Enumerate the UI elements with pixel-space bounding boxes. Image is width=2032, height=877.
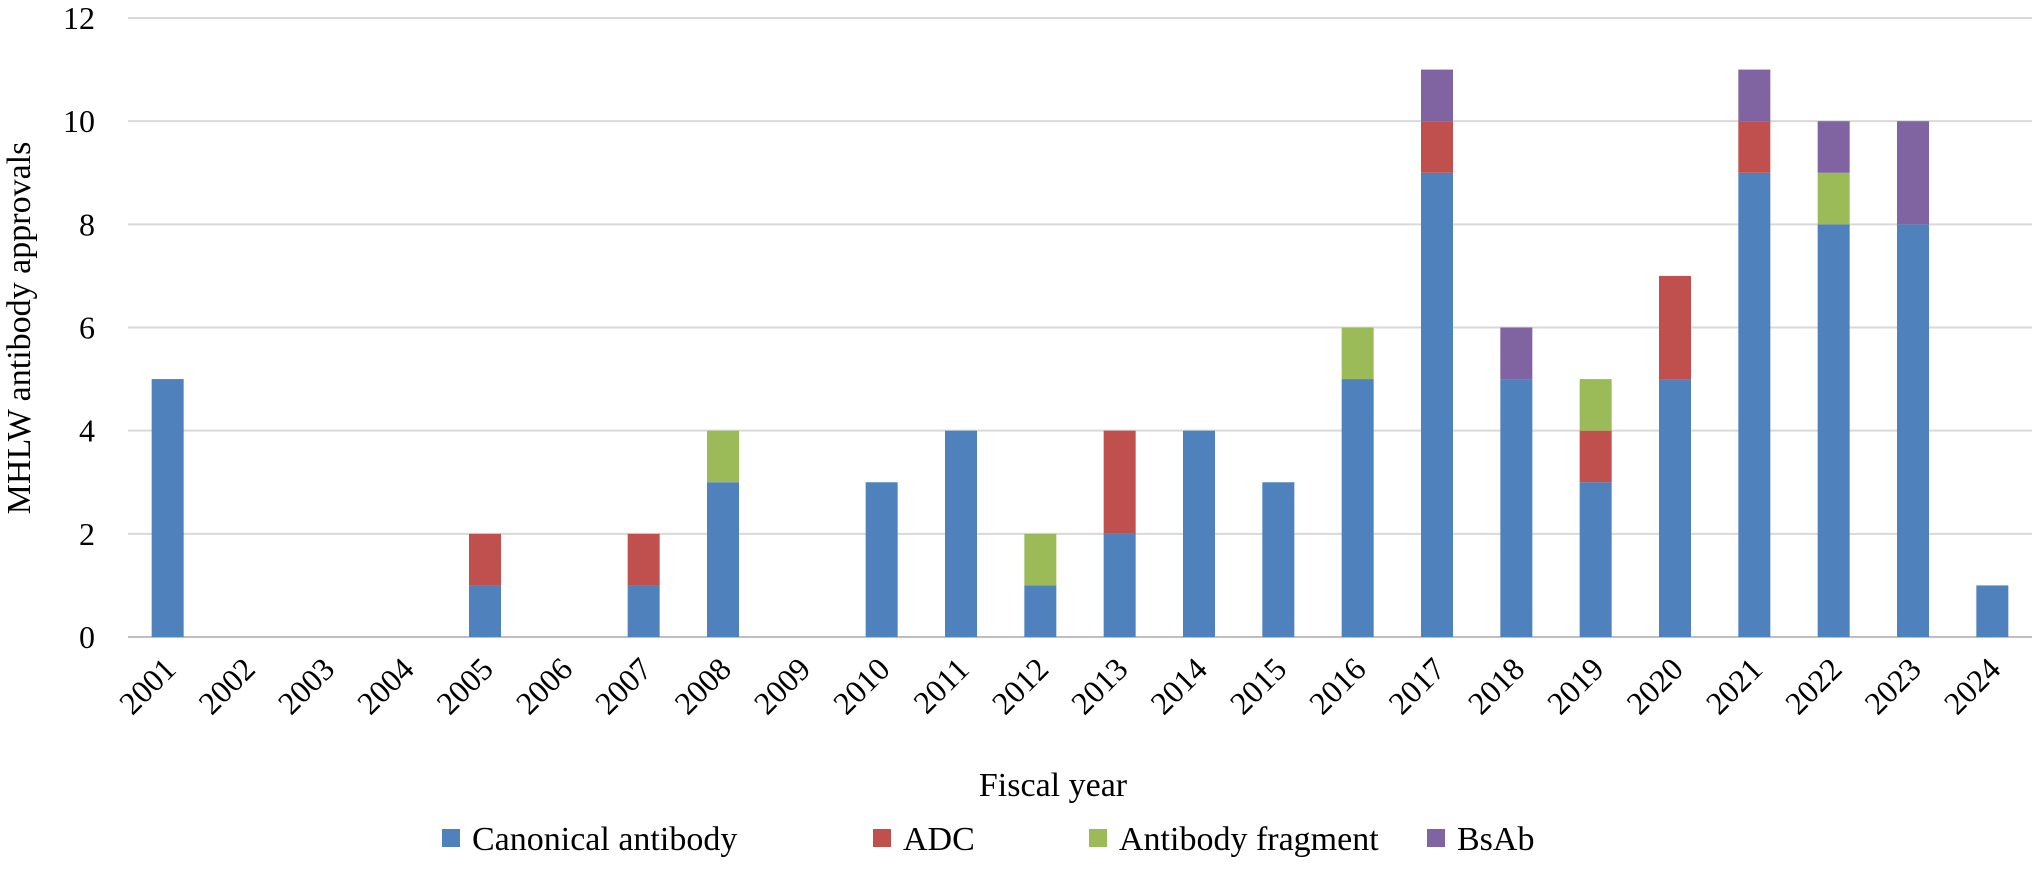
- x-tick-label: 2012: [985, 650, 1056, 721]
- gridlines: [128, 17, 2032, 638]
- bar-segment: [627, 585, 660, 637]
- legend-swatch: [1089, 829, 1107, 847]
- x-tick-label: 2024: [1937, 650, 2008, 721]
- legend-item: Antibody fragment: [1089, 821, 1379, 858]
- x-tick-label: 2002: [191, 650, 262, 721]
- bar-segment: [1659, 379, 1691, 637]
- bar-segment: [1024, 533, 1057, 586]
- bar-segment: [1024, 585, 1057, 637]
- x-tick-label: 2019: [1540, 650, 1611, 721]
- y-tick-label: 12: [63, 0, 95, 36]
- bar-segment: [707, 482, 739, 637]
- x-tick-label: 2010: [826, 650, 897, 721]
- legend-item: BsAb: [1427, 821, 1534, 858]
- bar-segment: [1500, 327, 1533, 380]
- x-tick-label: 2001: [112, 650, 183, 721]
- bar-segment: [1738, 121, 1771, 173]
- bar-segment: [1421, 69, 1453, 122]
- bar-segment: [1817, 121, 1850, 173]
- x-tick-label: 2005: [429, 650, 500, 721]
- y-axis-title: MHLW antibody approvals: [1, 142, 38, 515]
- bar-segment: [1738, 69, 1771, 122]
- bar-segment: [1421, 121, 1453, 173]
- x-tick-label: 2017: [1381, 650, 1452, 721]
- legend-swatch: [1427, 829, 1445, 847]
- bar-segment: [1183, 430, 1215, 637]
- x-tick-label: 2014: [1143, 650, 1214, 721]
- legend-swatch: [442, 829, 460, 847]
- y-tick-label: 8: [79, 206, 95, 242]
- bar-segment: [1817, 172, 1850, 225]
- y-tick-label: 2: [79, 516, 95, 552]
- bar-segment: [151, 379, 184, 637]
- x-tick-label: 2006: [509, 650, 580, 721]
- x-tick-label: 2016: [1302, 650, 1373, 721]
- y-tick-label: 4: [79, 413, 95, 449]
- bar-segment: [1341, 379, 1374, 637]
- y-tick-label: 10: [63, 103, 95, 139]
- x-tick-label: 2013: [1064, 650, 1135, 721]
- bar-segment: [1897, 224, 1929, 638]
- bar-segment: [1659, 275, 1691, 380]
- x-tick-label: 2004: [350, 650, 421, 721]
- bar-segment: [1738, 172, 1771, 637]
- x-tick-label: 2011: [906, 650, 976, 720]
- bar-segment: [1262, 482, 1295, 637]
- x-tick-label: 2007: [588, 650, 659, 721]
- x-axis-title: Fiscal year: [979, 767, 1128, 804]
- bar-segment: [1500, 379, 1533, 637]
- x-tick-label: 2003: [271, 650, 342, 721]
- bar-segment: [1579, 482, 1612, 637]
- bar-segment: [627, 533, 660, 586]
- x-tick-label: 2021: [1699, 650, 1770, 721]
- x-tick-label: 2023: [1857, 650, 1928, 721]
- bar-segment: [1103, 430, 1136, 534]
- y-tick-label: 0: [79, 619, 95, 655]
- x-tick-label: 2015: [1223, 650, 1294, 721]
- bar-segment: [945, 430, 977, 637]
- legend: Canonical antibody ADC Antibody fragment Bs…: [442, 821, 1534, 858]
- legend-label: Antibody fragment: [1119, 821, 1379, 858]
- bar-segment: [1579, 430, 1612, 483]
- legend-item: Canonical antibody: [442, 821, 737, 858]
- bar-segment: [469, 585, 501, 637]
- bar-segment: [1817, 224, 1850, 638]
- x-tick-label: 2008: [667, 650, 738, 721]
- x-tick-label: 2018: [1461, 650, 1532, 721]
- bar-segment: [1103, 533, 1136, 637]
- bar-segment: [1421, 172, 1453, 637]
- bar-segment: [1579, 379, 1612, 431]
- legend-label: Canonical antibody: [472, 821, 737, 858]
- x-tick-label: 2020: [1619, 650, 1690, 721]
- legend-label: ADC: [903, 821, 975, 858]
- bar-segment: [707, 430, 739, 483]
- y-axis-ticks: 0 2 4 6 8 10 12: [63, 0, 95, 655]
- bar-segment: [1976, 585, 2009, 637]
- bar-segment: [865, 482, 898, 637]
- x-tick-label: 2022: [1778, 650, 1849, 721]
- legend-item: ADC: [873, 821, 975, 858]
- y-tick-label: 6: [79, 310, 95, 346]
- bars: [151, 69, 2009, 638]
- bar-segment: [1341, 327, 1374, 380]
- x-tick-label: 2009: [747, 650, 818, 721]
- bar-segment: [1897, 121, 1929, 225]
- bar-segment: [469, 533, 501, 586]
- legend-swatch: [873, 829, 891, 847]
- x-axis-ticks: 2001 2002 2003 2004 2005 2006 2007 2008 2009 2010…: [112, 650, 2007, 721]
- legend-label: BsAb: [1457, 821, 1534, 858]
